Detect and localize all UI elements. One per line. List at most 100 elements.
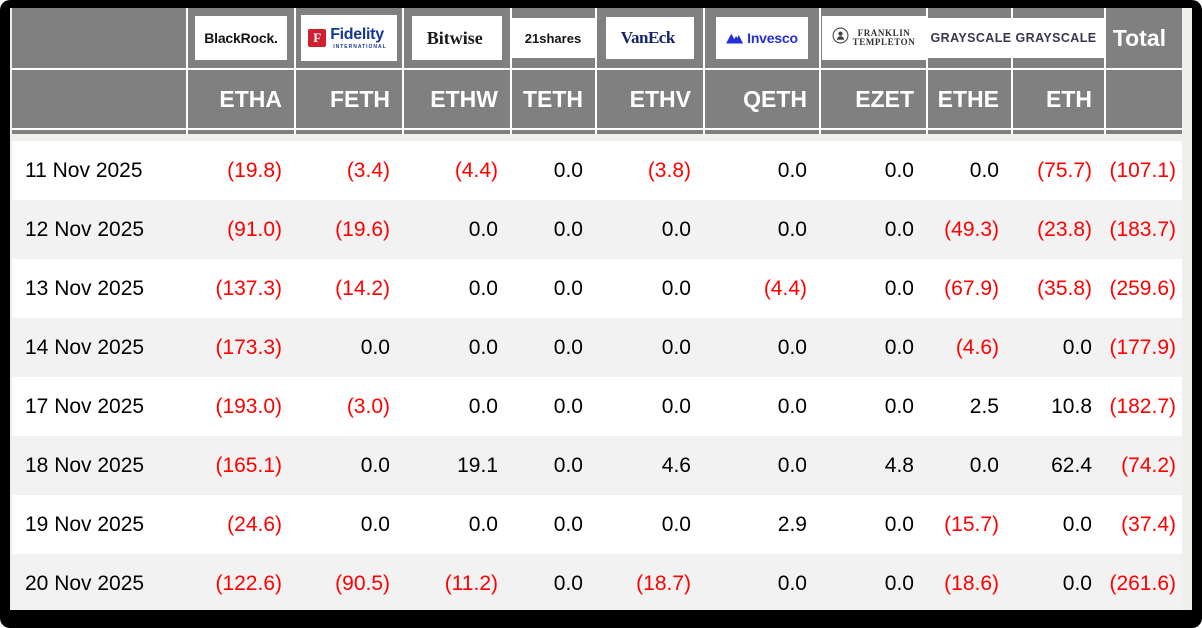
header-corner-cell bbox=[12, 8, 187, 69]
flow-value-cell: (19.8) bbox=[227, 158, 282, 182]
flow-value-cell: (75.7) bbox=[1037, 158, 1092, 182]
flow-value-cell: 4.8 bbox=[884, 453, 914, 477]
issuer-logo-cell-bitwise: Bitwise ® bbox=[402, 8, 511, 69]
flow-value-cell: 0.0 bbox=[661, 217, 691, 241]
trademark-mark: ™ bbox=[383, 27, 390, 34]
flow-value-cell: (35.8) bbox=[1037, 276, 1092, 300]
flow-value-cell: 0.0 bbox=[777, 394, 807, 418]
fidelity-logo-name: Fidelity bbox=[330, 25, 384, 43]
issuer-logo-header-row: BlackRock. F Fidelity ™ INTERNATIONAL Bitwise… bbox=[12, 8, 1182, 69]
header-separator-row bbox=[12, 128, 1182, 134]
flow-value-cell: (23.8) bbox=[1037, 217, 1092, 241]
flow-value-cell: (4.4) bbox=[454, 158, 498, 182]
flow-value-cell: 0.0 bbox=[360, 512, 390, 536]
flow-value-cell: 0.0 bbox=[468, 217, 498, 241]
grayscale-ethe-logo-text: GRAYSCALE bbox=[930, 31, 1012, 45]
flow-value-cell: (18.7) bbox=[636, 571, 691, 595]
flow-value-cell: 0.0 bbox=[553, 335, 583, 359]
flow-value-cell: 0.0 bbox=[884, 217, 914, 241]
total-value-cell: (74.2) bbox=[1121, 453, 1176, 477]
21shares-logo: 21shares ˙ bbox=[512, 18, 596, 58]
invesco-logo-text: Invesco bbox=[747, 30, 798, 46]
flow-value-cell: 0.0 bbox=[553, 571, 583, 595]
flow-value-cell: 0.0 bbox=[468, 394, 498, 418]
header-gap-row bbox=[12, 134, 1182, 141]
grayscale-eth-logo-text: GRAYSCALE bbox=[1015, 31, 1097, 45]
flow-value-cell: (24.6) bbox=[227, 512, 282, 536]
separator-cell bbox=[1011, 128, 1105, 134]
flow-value-cell: 0.0 bbox=[884, 335, 914, 359]
franklin-logo: FRANKLIN TEMPLETON bbox=[821, 16, 926, 60]
table-row: 13 Nov 2025 (137.3) (14.2) 0.0 0.0 0.0 (4.4) 0.… bbox=[12, 259, 1182, 318]
total-value-cell: (261.6) bbox=[1109, 571, 1176, 595]
flow-value-cell: 0.0 bbox=[661, 512, 691, 536]
total-value-cell: (259.6) bbox=[1109, 276, 1176, 300]
issuer-logo-cell-blackrock: BlackRock. bbox=[186, 8, 295, 69]
ticker-header-row: ETHA FETH ETHW TETH ETHV QETH EZET ETHE ETH bbox=[12, 68, 1182, 129]
flow-value-cell: (3.8) bbox=[647, 158, 691, 182]
franklin-line1: FRANKLIN bbox=[857, 28, 911, 38]
fidelity-logo-name-line: Fidelity ™ bbox=[330, 25, 390, 43]
trademark-mark: ® bbox=[674, 35, 680, 41]
flow-value-cell: (193.0) bbox=[215, 394, 282, 418]
invesco-peaks-icon bbox=[726, 33, 744, 44]
separator-cell bbox=[12, 128, 187, 134]
separator-cell bbox=[510, 128, 596, 134]
separator-cell bbox=[819, 128, 927, 134]
date-cell: 19 Nov 2025 bbox=[25, 512, 145, 536]
total-value-cell: (37.4) bbox=[1121, 512, 1176, 536]
flow-value-cell: (90.5) bbox=[335, 571, 390, 595]
21shares-logo-text: 21shares bbox=[524, 30, 582, 46]
total-column-header: Total bbox=[1104, 8, 1182, 69]
fidelity-f-mark-icon: F bbox=[308, 29, 327, 47]
ticker-row-total-blank-cell bbox=[1104, 68, 1182, 129]
flow-value-cell: 0.0 bbox=[969, 453, 999, 477]
issuer-logo-cell-fidelity: F Fidelity ™ INTERNATIONAL bbox=[294, 8, 403, 69]
flow-value-cell: 0.0 bbox=[884, 571, 914, 595]
flow-value-cell: 0.0 bbox=[1062, 571, 1092, 595]
flow-value-cell: (11.2) bbox=[444, 571, 498, 595]
franklin-templeton-logo-text: FRANKLIN TEMPLETON bbox=[853, 29, 916, 47]
trademark-mark: ˙ bbox=[581, 35, 584, 41]
flow-value-cell: 0.0 bbox=[884, 512, 914, 536]
table-row: 19 Nov 2025 (24.6) 0.0 0.0 0.0 0.0 2.9 0.0 (15.7… bbox=[12, 495, 1182, 554]
flow-value-cell: 0.0 bbox=[777, 158, 807, 182]
flow-value-cell: 0.0 bbox=[553, 394, 583, 418]
flow-value-cell: 0.0 bbox=[360, 453, 390, 477]
flow-value-cell: (4.6) bbox=[955, 335, 999, 359]
ticker-header-ETHV: ETHV bbox=[595, 68, 704, 129]
date-cell: 14 Nov 2025 bbox=[25, 335, 145, 359]
bitwise-logo-text: Bitwise bbox=[426, 27, 483, 48]
vaneck-logo-text: VanEck bbox=[620, 28, 676, 47]
flow-value-cell: 0.0 bbox=[969, 158, 999, 182]
flow-value-cell: 0.0 bbox=[884, 276, 914, 300]
ethereum-etf-flow-table: BlackRock. F Fidelity ™ INTERNATIONAL Bitwise… bbox=[12, 8, 1182, 610]
table-row: 11 Nov 2025 (19.8) (3.4) (4.4) 0.0 (3.8) 0.0 0.… bbox=[12, 141, 1182, 200]
blackrock-logo: BlackRock. bbox=[195, 16, 287, 60]
flow-value-cell: (122.6) bbox=[215, 571, 282, 595]
bitwise-logo: Bitwise ® bbox=[412, 16, 502, 60]
flow-value-cell: 0.0 bbox=[553, 453, 583, 477]
issuer-logo-cell-vaneck: VanEck ® bbox=[595, 8, 704, 69]
invesco-logo: Invesco bbox=[716, 17, 808, 59]
table-row: 14 Nov 2025 (173.3) 0.0 0.0 0.0 0.0 0.0 0.0 (4.6… bbox=[12, 318, 1182, 377]
flow-value-cell: 10.8 bbox=[1051, 394, 1092, 418]
issuer-logo-cell-21shares: 21shares ˙ bbox=[510, 8, 596, 69]
blackrock-logo-text: BlackRock. bbox=[204, 30, 278, 46]
flow-value-cell: (14.2) bbox=[335, 276, 390, 300]
fidelity-logo-subtext: INTERNATIONAL bbox=[333, 43, 387, 50]
table-row: 12 Nov 2025 (91.0) (19.6) 0.0 0.0 0.0 0.0 0.0 (4… bbox=[12, 200, 1182, 259]
flow-value-cell: 0.0 bbox=[553, 276, 583, 300]
franklin-line2: TEMPLETON bbox=[852, 37, 916, 47]
flow-value-cell: 0.0 bbox=[553, 512, 583, 536]
flow-value-cell: (3.4) bbox=[346, 158, 390, 182]
ticker-header-FETH: FETH bbox=[294, 68, 403, 129]
grayscale-ethe-logo: GRAYSCALE ™ bbox=[928, 18, 1020, 58]
date-cell: 18 Nov 2025 bbox=[25, 453, 145, 477]
flow-value-cell: 0.0 bbox=[468, 276, 498, 300]
flow-value-cell: (3.0) bbox=[346, 394, 390, 418]
flow-value-cell: 2.5 bbox=[969, 394, 999, 418]
separator-cell bbox=[1104, 128, 1182, 134]
trademark-mark: ™ bbox=[1096, 35, 1103, 41]
